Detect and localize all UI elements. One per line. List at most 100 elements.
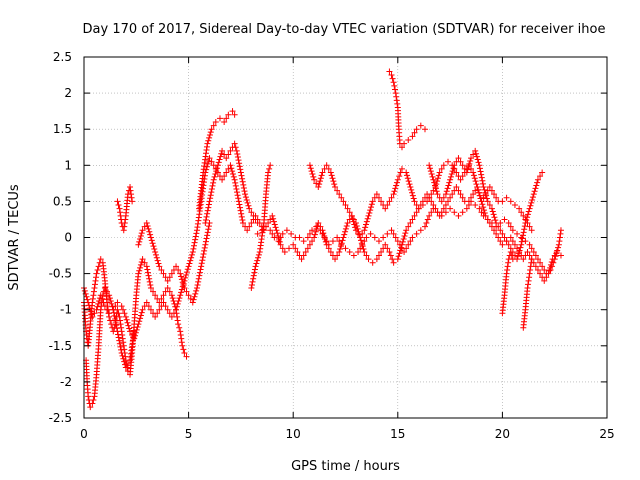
data-point bbox=[491, 191, 498, 198]
data-point bbox=[400, 235, 407, 242]
data-point bbox=[269, 212, 276, 219]
y-tick-label: 1.5 bbox=[53, 122, 72, 136]
data-point bbox=[531, 188, 538, 195]
data-point bbox=[409, 216, 416, 223]
data-point bbox=[527, 263, 534, 270]
data-point bbox=[137, 233, 144, 240]
data-point bbox=[516, 247, 523, 254]
data-point bbox=[206, 134, 213, 141]
data-point bbox=[155, 260, 162, 267]
data-point bbox=[139, 256, 146, 263]
data-point bbox=[472, 147, 479, 154]
data-point bbox=[394, 256, 401, 263]
data-point bbox=[528, 199, 535, 206]
data-point bbox=[394, 238, 401, 245]
data-point bbox=[410, 195, 417, 202]
data-point bbox=[144, 269, 151, 276]
data-point bbox=[115, 202, 122, 209]
data-point bbox=[152, 292, 159, 299]
data-point bbox=[526, 252, 533, 259]
data-point bbox=[492, 217, 499, 224]
data-point bbox=[214, 165, 221, 172]
data-point bbox=[173, 303, 180, 310]
data-point bbox=[302, 248, 309, 255]
data-point bbox=[93, 270, 100, 277]
data-point bbox=[316, 178, 323, 185]
data-point bbox=[254, 220, 261, 227]
data-point bbox=[517, 244, 524, 251]
data-point bbox=[430, 205, 437, 212]
data-point bbox=[118, 346, 125, 353]
data-point bbox=[271, 221, 278, 228]
data-point bbox=[141, 259, 148, 266]
data-point bbox=[478, 209, 485, 216]
data-point bbox=[248, 281, 255, 288]
data-point bbox=[112, 319, 119, 326]
data-point bbox=[427, 165, 434, 172]
data-point bbox=[315, 220, 322, 227]
data-point bbox=[413, 126, 420, 133]
data-point bbox=[202, 241, 209, 248]
data-point bbox=[121, 346, 128, 353]
data-point bbox=[178, 276, 185, 283]
data-point bbox=[267, 162, 274, 169]
data-point bbox=[205, 226, 212, 233]
data-point bbox=[411, 212, 418, 219]
data-point bbox=[227, 147, 234, 154]
data-point bbox=[364, 215, 371, 222]
data-point bbox=[463, 205, 470, 212]
data-point bbox=[511, 202, 518, 209]
data-point bbox=[235, 157, 242, 164]
data-point bbox=[177, 292, 184, 299]
data-point bbox=[81, 287, 88, 294]
data-point bbox=[499, 230, 506, 237]
data-point bbox=[483, 195, 490, 202]
data-point bbox=[532, 263, 539, 270]
data-point bbox=[401, 248, 408, 255]
data-point bbox=[386, 248, 393, 255]
x-tick-label: 20 bbox=[495, 427, 510, 441]
data-point bbox=[331, 181, 338, 188]
data-point bbox=[195, 275, 202, 282]
data-point bbox=[221, 173, 228, 180]
data-point bbox=[483, 192, 490, 199]
data-point bbox=[117, 343, 124, 350]
data-point bbox=[237, 169, 244, 176]
data-point bbox=[388, 194, 395, 201]
data-point bbox=[547, 266, 554, 273]
data-point bbox=[557, 230, 564, 237]
data-point bbox=[526, 241, 533, 248]
data-point bbox=[338, 194, 345, 201]
data-point bbox=[246, 223, 253, 230]
data-point bbox=[225, 111, 232, 118]
data-point bbox=[283, 227, 290, 234]
data-point bbox=[164, 277, 171, 284]
data-point bbox=[522, 220, 529, 227]
data-point bbox=[91, 285, 98, 292]
data-point bbox=[243, 196, 250, 203]
data-point bbox=[457, 158, 464, 165]
data-point bbox=[405, 137, 412, 144]
data-point bbox=[149, 240, 156, 247]
data-point bbox=[407, 183, 414, 190]
data-point bbox=[238, 213, 245, 220]
data-point bbox=[166, 274, 173, 281]
data-point bbox=[336, 191, 343, 198]
data-point bbox=[107, 317, 114, 324]
data-point bbox=[242, 191, 249, 198]
data-point bbox=[528, 245, 535, 252]
x-tick-label: 0 bbox=[80, 427, 88, 441]
data-point bbox=[365, 256, 372, 263]
data-point bbox=[192, 236, 199, 243]
data-point bbox=[182, 274, 189, 281]
data-point bbox=[189, 248, 196, 255]
data-point bbox=[541, 277, 548, 284]
data-point bbox=[233, 147, 240, 154]
data-point bbox=[210, 122, 217, 129]
data-point bbox=[337, 246, 344, 253]
data-point bbox=[459, 209, 466, 216]
y-axis-label: SDTVAR / TECUs bbox=[7, 184, 22, 291]
data-point bbox=[413, 202, 420, 209]
data-point bbox=[168, 270, 175, 277]
data-point bbox=[340, 234, 347, 241]
